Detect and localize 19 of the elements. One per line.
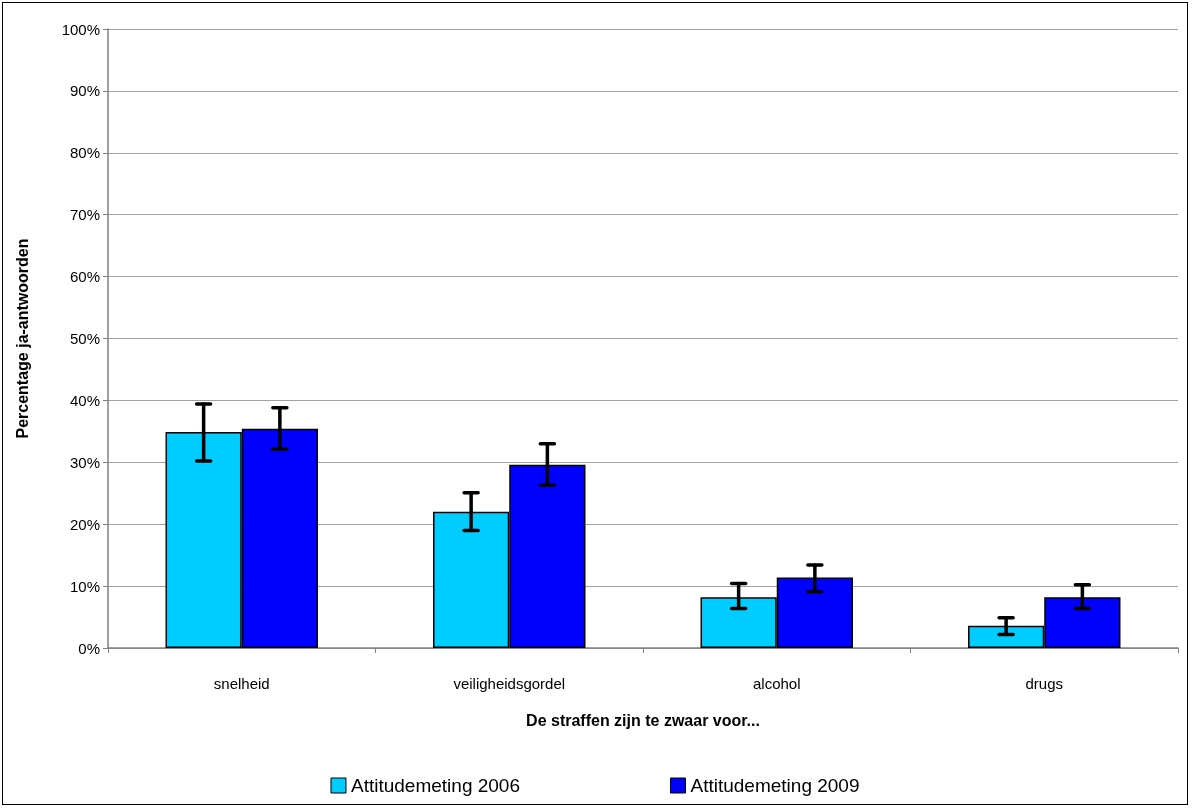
legend-label: Attitudemeting 2009 (690, 775, 860, 796)
x-tick-label: veiligheidsgordel (453, 675, 566, 692)
y-tick-label: 20% (69, 515, 100, 533)
y-axis-title: Percentage ja-antwoorden (13, 238, 31, 439)
y-tick-label: 10% (69, 577, 100, 595)
y-tick-label: 60% (69, 268, 100, 286)
x-axis-title: De straffen zijn te zwaar voor... (526, 711, 760, 729)
x-tick-label: snelheid (213, 675, 270, 692)
y-tick-label: 0% (78, 639, 100, 657)
x-tick-label: alcohol (752, 675, 801, 692)
y-tick-label: 70% (69, 206, 100, 224)
y-tick-label: 100% (61, 20, 100, 38)
y-tick-label: 80% (69, 144, 100, 162)
y-tick-label: 90% (69, 82, 100, 100)
y-tick-label: 40% (69, 391, 100, 409)
y-tick-label: 50% (69, 330, 100, 347)
y-tick-label: 30% (69, 453, 100, 471)
legend-label: Attitudemeting 2006 (350, 775, 521, 796)
x-tick-label: drugs (1025, 675, 1064, 692)
